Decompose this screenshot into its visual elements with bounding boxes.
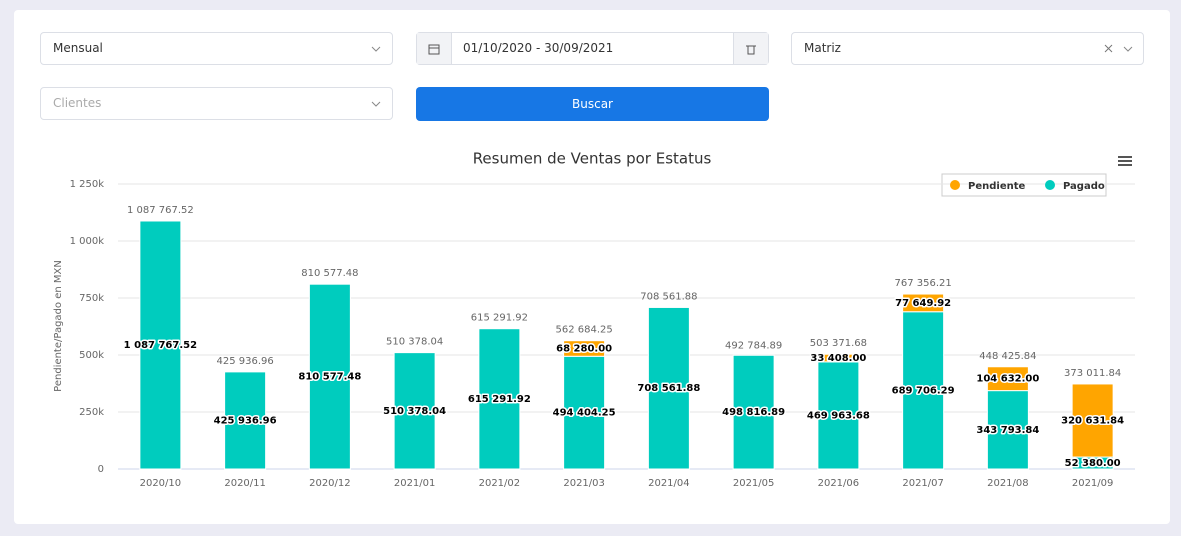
date-range-value: 01/10/2020 - 30/09/2021 (463, 41, 614, 55)
search-button[interactable]: Buscar (416, 87, 769, 121)
date-range[interactable]: 01/10/2020 - 30/09/2021 (416, 32, 769, 65)
chevron (371, 101, 381, 107)
clients-placeholder: Clientes (53, 96, 102, 110)
calendar-icon (417, 33, 452, 64)
clear-and-chevron (1104, 44, 1133, 53)
menu-icon[interactable] (1118, 156, 1132, 166)
clear-date[interactable] (733, 33, 768, 64)
branch-select[interactable]: Matriz (791, 32, 1144, 65)
clients-select[interactable]: Clientes (40, 87, 393, 120)
period-value: Mensual (53, 41, 103, 55)
chevron (371, 46, 381, 52)
period-select[interactable]: Mensual (40, 32, 393, 65)
branch-value: Matriz (804, 41, 841, 55)
